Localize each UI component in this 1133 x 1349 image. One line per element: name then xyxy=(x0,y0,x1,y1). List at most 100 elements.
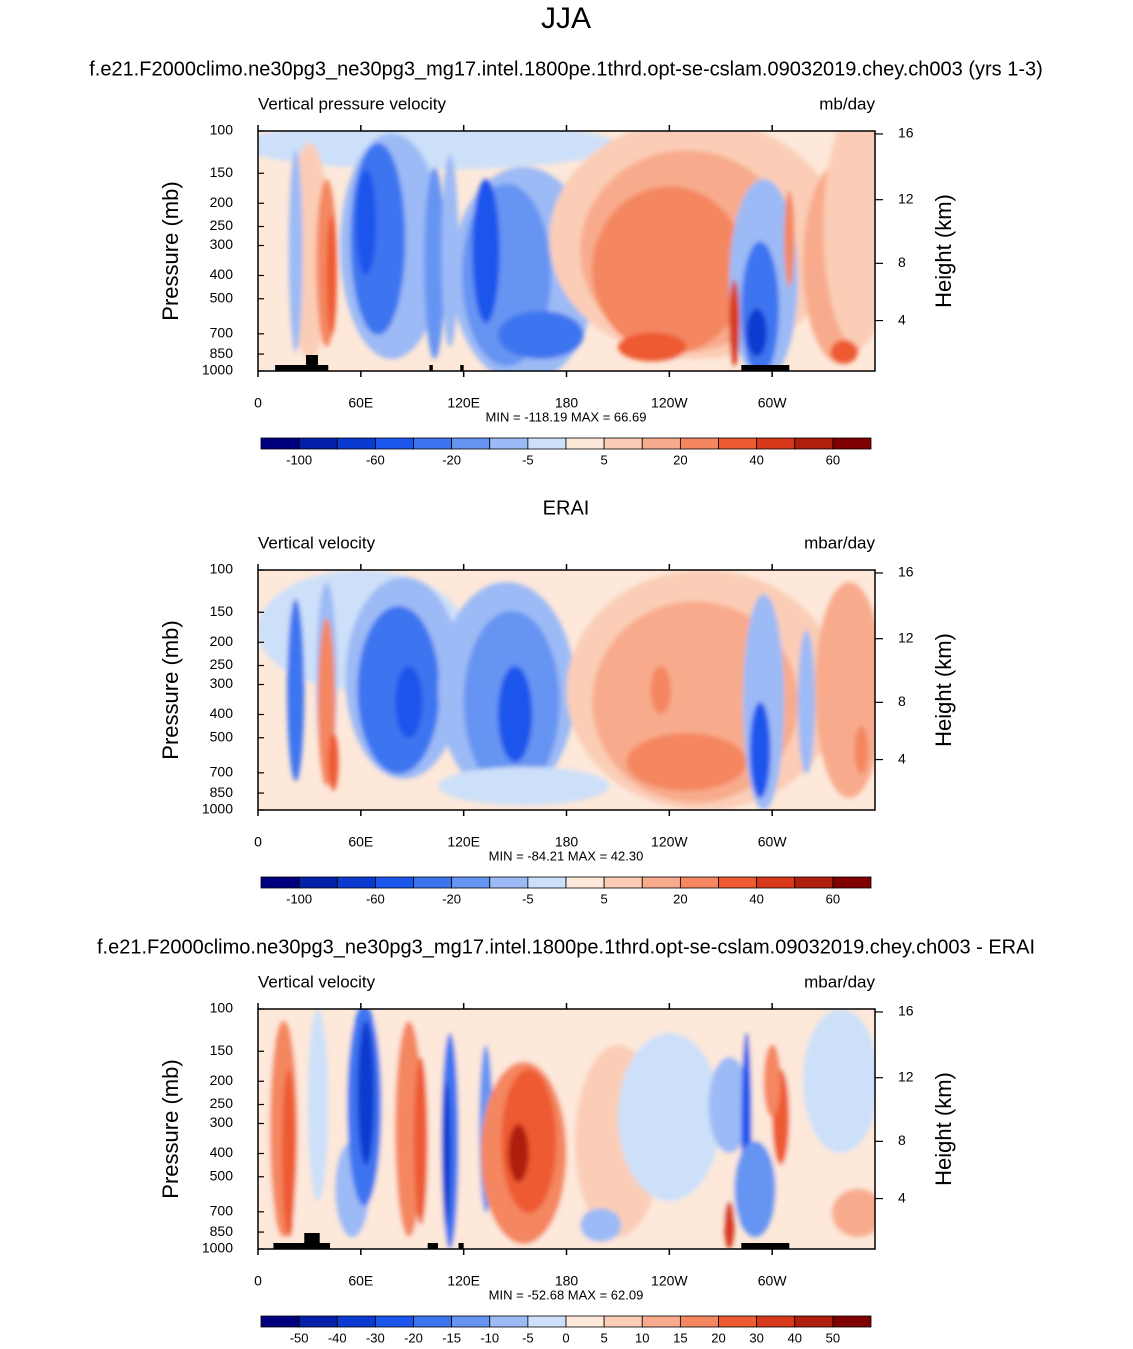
colorbar-box xyxy=(641,876,681,889)
colorbar-box xyxy=(794,876,834,889)
y2-axis-title: Height (km) xyxy=(931,1072,956,1186)
colorbar-label: 40 xyxy=(749,891,763,906)
colorbar-box xyxy=(756,1315,796,1328)
y-tick-label: 200 xyxy=(210,633,234,649)
colorbar-label: -5 xyxy=(522,452,534,467)
colorbar-box xyxy=(832,437,872,450)
contour-region xyxy=(395,666,423,738)
colorbar-box xyxy=(451,437,491,450)
colorbar-label: -20 xyxy=(442,891,461,906)
x-tick-label: 120W xyxy=(651,1273,688,1289)
y-tick-label: 1000 xyxy=(202,362,233,378)
contour-region xyxy=(724,1201,735,1249)
panel-title: ERAI xyxy=(543,497,590,519)
colorbar-box xyxy=(413,1315,453,1328)
contour-region xyxy=(854,726,869,774)
colorbar-label: -5 xyxy=(522,1330,534,1345)
colorbar-box xyxy=(451,1315,491,1328)
topography xyxy=(305,355,318,371)
y-tick-label: 200 xyxy=(210,1072,234,1088)
contour-field xyxy=(258,131,875,371)
colorbar-box xyxy=(565,1315,605,1328)
colorbar-box xyxy=(679,1315,719,1328)
contour-region xyxy=(797,630,816,774)
x-tick-label: 60E xyxy=(348,1273,373,1289)
y-tick-label: 700 xyxy=(210,764,234,780)
stats: MIN = -84.21 MAX = 42.30 xyxy=(489,848,644,863)
colorbar-box xyxy=(565,437,605,450)
colorbar-box xyxy=(756,437,796,450)
colorbar-box xyxy=(527,437,567,450)
y-tick-label: 850 xyxy=(210,1223,234,1239)
contour-region xyxy=(472,179,500,323)
topography xyxy=(460,365,464,371)
y-tick-label: 400 xyxy=(210,1144,234,1160)
contour-region xyxy=(355,169,377,275)
topography xyxy=(304,1233,320,1249)
colorbar-box xyxy=(260,876,300,889)
contour-region xyxy=(784,191,795,287)
colorbar-label: 5 xyxy=(601,1330,608,1345)
y2-tick-label: 8 xyxy=(898,693,906,709)
colorbar-box xyxy=(603,876,643,889)
colorbar-label: -20 xyxy=(404,1330,423,1345)
colorbar-label: 50 xyxy=(826,1330,840,1345)
colorbar-label: -15 xyxy=(442,1330,461,1345)
contour-region xyxy=(287,598,305,782)
colorbar-label: -20 xyxy=(442,452,461,467)
y-tick-label: 150 xyxy=(210,603,234,619)
x-tick-label: 180 xyxy=(555,395,579,411)
colorbar-label: 20 xyxy=(673,452,687,467)
y2-tick-label: 4 xyxy=(898,1189,906,1205)
x-tick-label: 0 xyxy=(254,1273,262,1289)
colorbar-box xyxy=(298,437,338,450)
colorbar-label: 15 xyxy=(673,1330,687,1345)
x-tick-label: 120W xyxy=(651,395,688,411)
colorbar-box xyxy=(336,437,376,450)
field-shapes xyxy=(258,570,875,810)
right-label: mbar/day xyxy=(804,972,875,991)
topography xyxy=(458,1243,464,1249)
contour-region xyxy=(328,733,339,791)
colorbar-label: -50 xyxy=(290,1330,309,1345)
contour-region xyxy=(708,1057,750,1153)
colorbar-box xyxy=(298,876,338,889)
colorbar-box xyxy=(260,1315,300,1328)
colorbar-label: -40 xyxy=(328,1330,347,1345)
colorbar-box xyxy=(641,1315,681,1328)
panel-title: f.e21.F2000climo.ne30pg3_ne30pg3_mg17.in… xyxy=(97,936,1035,958)
colorbar-box xyxy=(260,437,300,450)
colorbar-box xyxy=(718,876,758,889)
colorbar-box xyxy=(756,876,796,889)
colorbar-box xyxy=(679,437,719,450)
x-tick-label: 120E xyxy=(447,395,480,411)
contour-region xyxy=(326,215,337,335)
colorbar-box xyxy=(336,876,376,889)
y-tick-label: 1000 xyxy=(202,801,233,817)
contour-region xyxy=(497,311,584,359)
y-tick-label: 250 xyxy=(210,1095,234,1111)
topography xyxy=(741,365,790,371)
contour-field xyxy=(258,570,875,810)
colorbar-box xyxy=(489,876,529,889)
y-tick-label: 850 xyxy=(210,345,234,361)
y2-tick-label: 16 xyxy=(898,564,914,580)
y-tick-label: 100 xyxy=(210,561,234,577)
colorbar-label: 40 xyxy=(749,452,763,467)
contour-region xyxy=(592,186,747,355)
colorbar-box xyxy=(565,876,605,889)
colorbar-label: -100 xyxy=(286,452,312,467)
y-tick-label: 400 xyxy=(210,266,234,282)
colorbar-label: 0 xyxy=(562,1330,569,1345)
colorbar-box xyxy=(679,876,719,889)
x-tick-label: 0 xyxy=(254,395,262,411)
y2-tick-label: 4 xyxy=(898,750,906,766)
y-tick-label: 500 xyxy=(210,289,234,305)
contour-region xyxy=(626,733,747,791)
contour-region xyxy=(497,666,533,762)
topography xyxy=(275,365,329,371)
colorbar-box xyxy=(336,1315,376,1328)
colorbar-box xyxy=(413,876,453,889)
y-tick-label: 300 xyxy=(210,675,234,691)
colorbar-label: 30 xyxy=(749,1330,763,1345)
